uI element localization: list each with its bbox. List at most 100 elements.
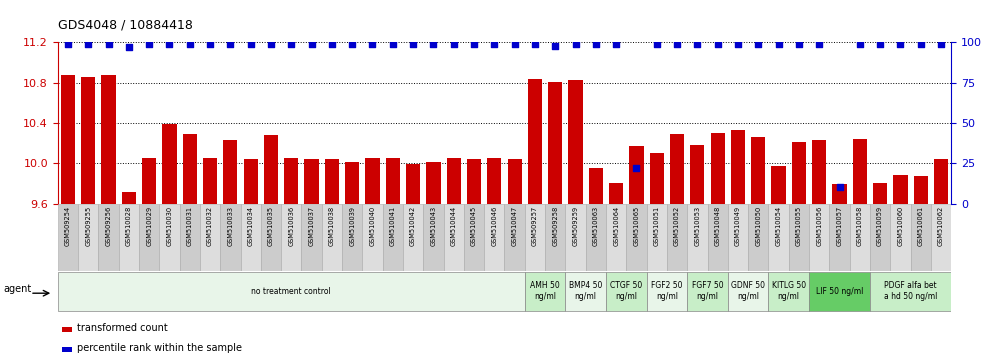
Bar bbox=[809, 204, 830, 271]
Text: GSM510029: GSM510029 bbox=[146, 206, 152, 246]
Text: GSM509254: GSM509254 bbox=[65, 206, 71, 246]
Bar bbox=[281, 204, 302, 271]
Text: percentile rank within the sample: percentile rank within the sample bbox=[77, 343, 242, 353]
Bar bbox=[812, 140, 827, 204]
Bar bbox=[548, 82, 563, 204]
Text: GSM510031: GSM510031 bbox=[186, 206, 193, 246]
Point bbox=[446, 41, 462, 47]
Bar bbox=[119, 204, 139, 271]
Bar bbox=[830, 204, 850, 271]
Text: GSM510049: GSM510049 bbox=[735, 206, 741, 246]
Bar bbox=[934, 159, 948, 204]
Text: GSM510035: GSM510035 bbox=[268, 206, 274, 246]
Bar bbox=[264, 135, 278, 204]
Bar bbox=[403, 204, 423, 271]
Text: GSM510054: GSM510054 bbox=[776, 206, 782, 246]
Text: GSM510036: GSM510036 bbox=[288, 206, 294, 246]
Bar bbox=[728, 272, 769, 311]
Text: GSM510050: GSM510050 bbox=[755, 206, 761, 246]
Text: GSM510043: GSM510043 bbox=[430, 206, 436, 246]
Point bbox=[222, 41, 238, 47]
Text: CTGF 50
ng/ml: CTGF 50 ng/ml bbox=[611, 281, 642, 301]
Text: GSM510028: GSM510028 bbox=[125, 206, 131, 246]
Text: PDGF alfa bet
a hd 50 ng/ml: PDGF alfa bet a hd 50 ng/ml bbox=[883, 281, 937, 301]
Point bbox=[345, 41, 361, 47]
Bar bbox=[102, 75, 116, 204]
Text: GSM510060: GSM510060 bbox=[897, 206, 903, 246]
Bar bbox=[366, 158, 379, 204]
Bar bbox=[609, 183, 623, 204]
Text: GSM510063: GSM510063 bbox=[593, 206, 599, 246]
Bar bbox=[322, 204, 342, 271]
Bar bbox=[325, 159, 339, 204]
Point bbox=[771, 41, 787, 47]
Point bbox=[182, 41, 198, 47]
Bar bbox=[670, 134, 684, 204]
Point bbox=[832, 185, 848, 190]
Bar bbox=[200, 204, 220, 271]
Bar bbox=[223, 140, 237, 204]
Point bbox=[304, 41, 320, 47]
Bar bbox=[244, 159, 258, 204]
Text: GSM510051: GSM510051 bbox=[653, 206, 659, 246]
Bar bbox=[220, 204, 240, 271]
Bar bbox=[931, 204, 951, 271]
Bar bbox=[606, 204, 626, 271]
Bar bbox=[61, 75, 75, 204]
Text: LIF 50 ng/ml: LIF 50 ng/ml bbox=[816, 287, 864, 296]
Point bbox=[933, 41, 949, 47]
Bar bbox=[78, 204, 99, 271]
Bar bbox=[687, 272, 728, 311]
Point bbox=[283, 41, 299, 47]
Text: GSM509259: GSM509259 bbox=[573, 206, 579, 246]
Bar bbox=[586, 204, 606, 271]
Bar bbox=[446, 158, 461, 204]
Bar bbox=[789, 204, 809, 271]
Point bbox=[81, 41, 97, 47]
Bar bbox=[179, 204, 200, 271]
Bar bbox=[589, 168, 603, 204]
Point bbox=[405, 41, 421, 47]
Point bbox=[568, 41, 584, 47]
Text: GSM510053: GSM510053 bbox=[694, 206, 700, 246]
Bar bbox=[751, 137, 765, 204]
Bar bbox=[545, 204, 566, 271]
Text: GSM510059: GSM510059 bbox=[877, 206, 883, 246]
Bar bbox=[142, 158, 156, 204]
Bar bbox=[81, 77, 96, 204]
Point bbox=[730, 41, 746, 47]
Point bbox=[648, 41, 664, 47]
Bar bbox=[261, 204, 281, 271]
Text: GSM509256: GSM509256 bbox=[106, 206, 112, 246]
Bar bbox=[646, 204, 667, 271]
Bar bbox=[487, 158, 501, 204]
Bar bbox=[870, 272, 951, 311]
Bar bbox=[62, 347, 72, 352]
Bar bbox=[467, 159, 481, 204]
Bar bbox=[626, 204, 646, 271]
Bar bbox=[385, 158, 400, 204]
Bar bbox=[58, 272, 525, 311]
Bar bbox=[508, 159, 522, 204]
Text: GSM510047: GSM510047 bbox=[512, 206, 518, 246]
Bar bbox=[769, 272, 809, 311]
Text: GSM510065: GSM510065 bbox=[633, 206, 639, 246]
Bar bbox=[58, 204, 78, 271]
Point bbox=[425, 41, 441, 47]
Point bbox=[161, 41, 177, 47]
Bar bbox=[426, 162, 440, 204]
Text: GSM510030: GSM510030 bbox=[166, 206, 172, 246]
Bar bbox=[99, 204, 119, 271]
Point bbox=[466, 41, 482, 47]
Bar bbox=[850, 204, 870, 271]
Text: GSM509258: GSM509258 bbox=[552, 206, 558, 246]
Text: GSM510055: GSM510055 bbox=[796, 206, 802, 246]
Text: GSM509257: GSM509257 bbox=[532, 206, 538, 246]
Point bbox=[263, 41, 279, 47]
Point bbox=[243, 41, 259, 47]
Point bbox=[101, 41, 117, 47]
Text: GDS4048 / 10884418: GDS4048 / 10884418 bbox=[58, 19, 192, 32]
Bar bbox=[769, 204, 789, 271]
Text: GSM510056: GSM510056 bbox=[816, 206, 823, 246]
Text: AMH 50
ng/ml: AMH 50 ng/ml bbox=[530, 281, 560, 301]
